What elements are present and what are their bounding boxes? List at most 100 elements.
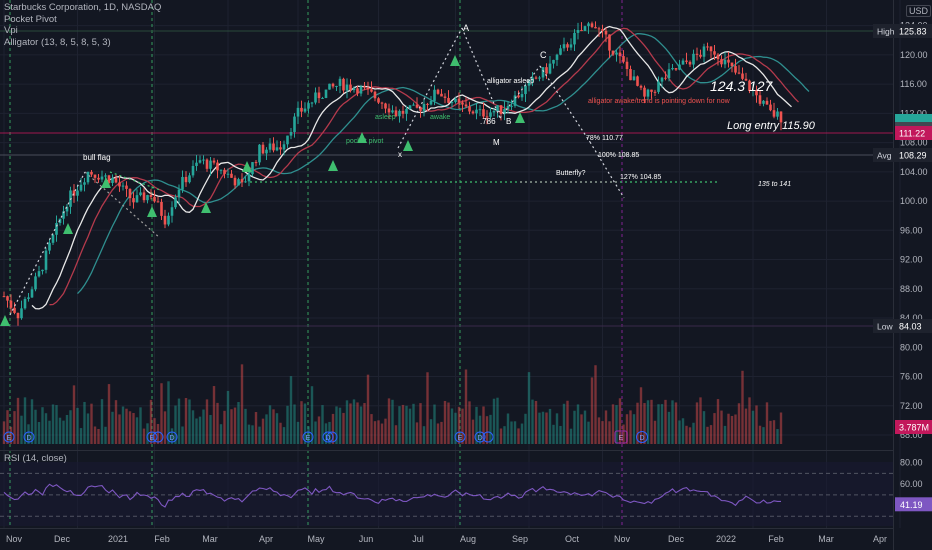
indicator-tag-green (895, 114, 932, 122)
candle-body (408, 105, 412, 109)
volume-bar (776, 429, 779, 444)
volume-bar (300, 401, 303, 444)
volume-bar (548, 408, 552, 444)
candle-body (601, 29, 604, 31)
candle-body (674, 68, 678, 70)
rsi-title: RSI (14, close) (4, 453, 67, 464)
volume-bar (660, 404, 664, 444)
candle-body (27, 297, 30, 299)
volume-bar (209, 414, 212, 444)
time-tick-label: 2022 (716, 534, 736, 544)
volume-bar (755, 405, 758, 444)
candle-body (772, 110, 776, 117)
pocket-pivot-marker (63, 223, 73, 234)
drawings (9, 27, 625, 316)
volume-bar (405, 405, 408, 444)
volume-bar (492, 398, 496, 444)
candle-body (643, 87, 646, 97)
candle-body (475, 109, 478, 114)
indicator-pocket-pivot[interactable]: Pocket Pivot (4, 13, 57, 25)
time-axis[interactable]: Nov Dec 2021 Feb Mar Apr May Jun Jul Aug Sep Oct Nov… (6, 534, 887, 544)
candle-body (86, 171, 90, 183)
volume-bar (391, 399, 394, 444)
volume-bar (237, 402, 240, 444)
candle-body (83, 182, 86, 185)
volume-bar (167, 381, 170, 444)
currency-label[interactable]: USD (906, 5, 932, 17)
volume-bar (625, 414, 629, 444)
candle-body (765, 100, 769, 105)
volume-bar (230, 409, 233, 444)
volume-bar (13, 411, 16, 444)
volume-bar (681, 418, 685, 444)
candle-body (181, 176, 184, 190)
candle-body (121, 185, 125, 187)
rsi-last-tag (895, 497, 932, 512)
volume-bar (531, 399, 534, 444)
dividend-label: D (325, 435, 330, 442)
volume-bar (380, 423, 384, 444)
volume-bar (643, 403, 646, 444)
candle-body (23, 298, 27, 309)
candle-body (279, 147, 282, 150)
candle-body (650, 89, 653, 92)
dividend-label: D (26, 435, 31, 442)
candle-body (349, 84, 352, 91)
candle-body (569, 44, 573, 48)
candle-body (324, 89, 328, 98)
candle-body (419, 107, 422, 111)
candle-body (559, 48, 562, 55)
candle-body (125, 185, 128, 189)
volume-bar (447, 402, 450, 444)
volume-bar (765, 402, 769, 444)
candle-body (545, 67, 548, 74)
earnings-label: E (7, 435, 12, 442)
volume-bar (118, 414, 121, 444)
candle-body (695, 53, 699, 55)
volume-last-tag (895, 420, 932, 434)
volume-bar (650, 399, 653, 444)
volume-bar (139, 407, 142, 444)
volume-bar (244, 408, 247, 444)
indicator-vpi[interactable]: Vpi (4, 25, 18, 36)
earnings-label: E (458, 435, 463, 442)
volume-bar (618, 398, 622, 444)
annotations: A C 124.3 127 alligator asleep alligator awa… (83, 23, 816, 188)
volume-bar (737, 403, 741, 444)
candle-body (342, 78, 345, 91)
candle-body (296, 107, 300, 117)
candle-body (702, 46, 706, 57)
volume-bar (58, 417, 62, 444)
annotation-label: awake (430, 114, 450, 121)
price-axis[interactable]: 68.00 72.00 76.00 80.00 84.00 88.00 92.00 96.00… (873, 21, 932, 440)
chart-title[interactable]: Starbucks Corporation, 1D, NASDAQ (4, 2, 162, 13)
candle-body (359, 86, 363, 94)
candle-body (457, 98, 461, 103)
pocket-pivot-markers (0, 55, 525, 326)
time-tick-label: Feb (154, 534, 170, 544)
volume-bar (97, 429, 100, 444)
volume-bar (545, 412, 548, 444)
volume-bar (198, 416, 202, 444)
volume-bar (279, 422, 282, 444)
volume-bar (534, 400, 538, 444)
volume-bar (454, 412, 457, 444)
volume-bar (121, 406, 125, 444)
candle-body (97, 177, 100, 180)
volume-bar (160, 383, 163, 444)
candle-body (149, 195, 153, 197)
volume-bar (520, 423, 524, 444)
indicator-alligator[interactable]: Alligator (13, 8, 5, 8, 5, 3) (4, 36, 111, 48)
volume-bar (566, 400, 569, 444)
candle-body (632, 76, 636, 81)
volume-bar (636, 402, 639, 444)
volume-bar (275, 413, 279, 444)
volume-bar (426, 372, 429, 444)
candle-body (615, 52, 618, 55)
candle-body (706, 46, 709, 48)
candle-body (377, 98, 380, 103)
grid (0, 0, 901, 528)
volume-bar (310, 386, 314, 444)
volume-bar (128, 411, 132, 444)
